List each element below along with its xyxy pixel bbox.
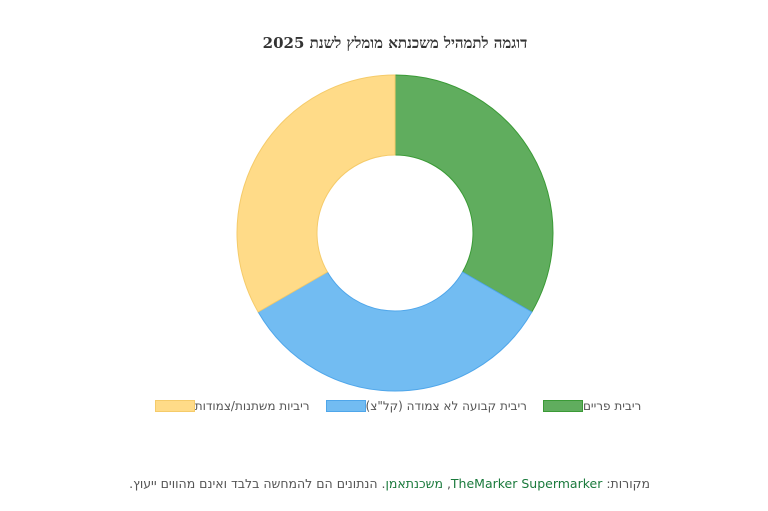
slice-fixed-unlinked[interactable] xyxy=(257,271,533,392)
slice-variable[interactable] xyxy=(236,74,396,313)
source-separator: , xyxy=(442,476,451,491)
source-link-mashkantaman[interactable]: משכנתאמן xyxy=(385,476,443,491)
legend-swatch xyxy=(325,400,366,412)
chart-legend: ריבית פריים ריבית קבועה לא צמודה (קל"צ) … xyxy=(0,399,768,413)
legend-label: ריבית פריים xyxy=(582,399,642,413)
source-prefix: מקורות: xyxy=(602,476,650,491)
source-link-themarker[interactable]: TheMarker Supermarker xyxy=(450,476,603,491)
source-note: מקורות: TheMarker Supermarker, משכנתאמן.… xyxy=(129,476,650,491)
legend-swatch xyxy=(154,400,195,412)
legend-label: ריביות משתנות/צמודות xyxy=(194,399,310,413)
source-suffix: . הנתונים הם להמחשה בלבד ואינם מהווים יי… xyxy=(129,476,386,491)
legend-item-prime[interactable]: ריבית פריים xyxy=(537,399,641,413)
legend-swatch xyxy=(542,400,583,412)
chart-title: דוגמה לתמהיל משכנתא מומלץ לשנת 2025 xyxy=(262,34,528,52)
legend-item-variable[interactable]: ריביות משתנות/צמודות xyxy=(149,399,310,413)
legend-label: ריבית קבועה לא צמודה (קל"צ) xyxy=(365,399,527,413)
slice-prime[interactable] xyxy=(394,74,554,313)
legend-item-fixed-unlinked[interactable]: ריבית קבועה לא צמודה (קל"צ) xyxy=(320,399,527,413)
